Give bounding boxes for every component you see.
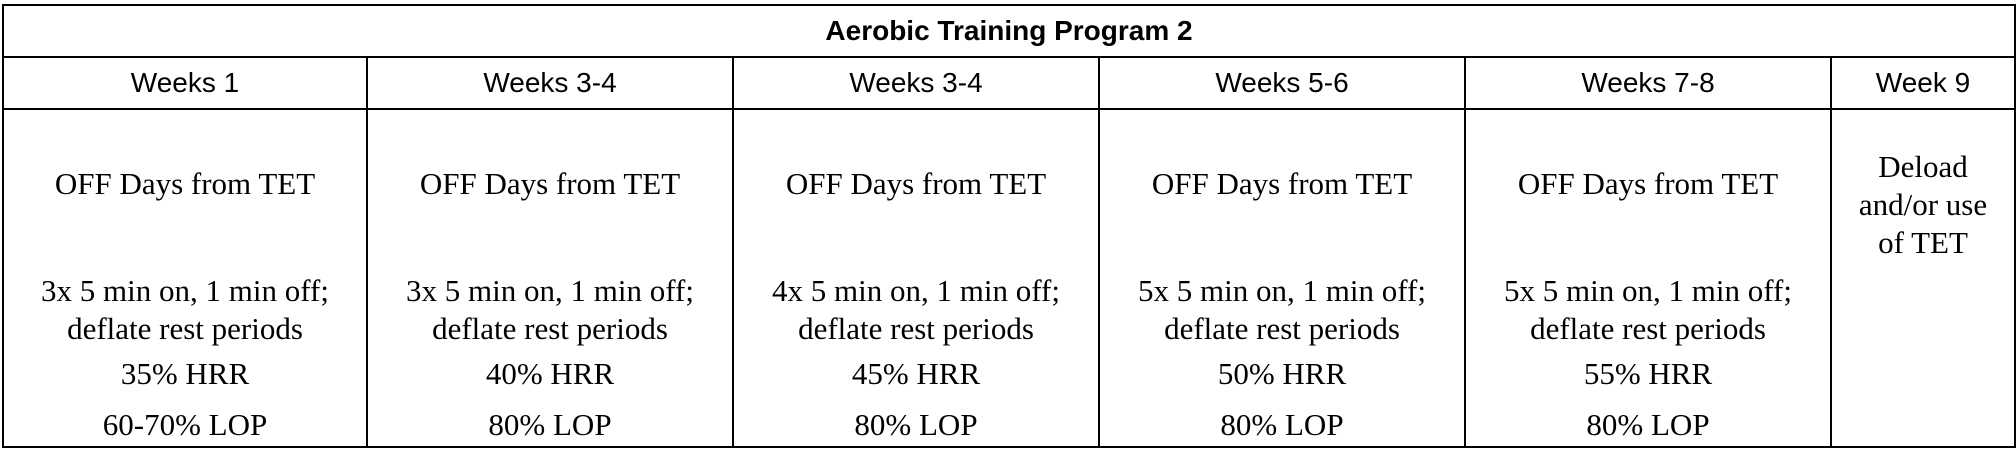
schedule-line-1: 3x 5 min on, 1 min off;: [406, 273, 694, 308]
off-days-text: OFF Days from TET: [1151, 166, 1413, 201]
hrr-text: 50% HRR: [1217, 356, 1347, 391]
week-header: Weeks 1: [2, 56, 368, 110]
title-row: Aerobic Training Program 2: [1, 4, 2016, 58]
week-header: Weeks 3-4: [366, 56, 734, 110]
off-days-text: OFF Days from TET: [54, 166, 316, 201]
week-header: Weeks 5-6: [1098, 56, 1466, 110]
schedule-text: 3x 5 min on, 1 min off; deflate rest per…: [4, 272, 366, 348]
program-cell: OFF Days from TET 3x 5 min on, 1 min off…: [2, 108, 368, 448]
schedule-line-2: deflate rest periods: [432, 311, 668, 346]
week-header: Week 9: [1829, 56, 2016, 110]
schedule-line-2: deflate rest periods: [67, 311, 303, 346]
schedule-line-1: 4x 5 min on, 1 min off;: [772, 273, 1060, 308]
off-days-text: OFF Days from TET: [419, 166, 681, 201]
week-header-row: Weeks 1 Weeks 3-4 Weeks 3-4 Weeks 5-6 We…: [2, 56, 2016, 110]
program-cell: OFF Days from TET 5x 5 min on, 1 min off…: [1464, 108, 1832, 448]
lop-text: 60-70% LOP: [102, 407, 268, 442]
schedule-text: 3x 5 min on, 1 min off; deflate rest per…: [368, 272, 732, 348]
lop-text: 80% LOP: [1586, 407, 1710, 442]
deload-line-1: Deload: [1878, 149, 1968, 184]
aerobic-program-table: Aerobic Training Program 2 Weeks 1 Weeks…: [1, 4, 2016, 448]
hrr-text: 55% HRR: [1583, 356, 1713, 391]
program-cell: OFF Days from TET 5x 5 min on, 1 min off…: [1098, 108, 1466, 448]
lop-text: 80% LOP: [1220, 407, 1344, 442]
schedule-line-2: deflate rest periods: [798, 311, 1034, 346]
deload-line-2: and/or use: [1858, 187, 1988, 222]
schedule-text: 4x 5 min on, 1 min off; deflate rest per…: [734, 272, 1098, 348]
hrr-text: 35% HRR: [120, 356, 250, 391]
hrr-text: 40% HRR: [485, 356, 615, 391]
week-header: Weeks 7-8: [1464, 56, 1832, 110]
schedule-line-1: 3x 5 min on, 1 min off;: [41, 273, 329, 308]
program-sheet: Aerobic Training Program 2 Weeks 1 Weeks…: [1, 4, 2016, 448]
program-cell: OFF Days from TET 3x 5 min on, 1 min off…: [366, 108, 734, 448]
lop-text: 80% LOP: [488, 407, 612, 442]
schedule-line-1: 5x 5 min on, 1 min off;: [1138, 273, 1426, 308]
program-details-row: OFF Days from TET 3x 5 min on, 1 min off…: [2, 108, 2016, 448]
off-days-text: OFF Days from TET: [1517, 166, 1779, 201]
deload-text: Deload and/or use of TET: [1832, 148, 2014, 262]
hrr-text: 45% HRR: [851, 356, 981, 391]
off-days-text: OFF Days from TET: [785, 166, 1047, 201]
deload-cell: Deload and/or use of TET: [1829, 108, 2016, 448]
schedule-line-2: deflate rest periods: [1164, 311, 1400, 346]
program-cell: OFF Days from TET 4x 5 min on, 1 min off…: [732, 108, 1100, 448]
schedule-text: 5x 5 min on, 1 min off; deflate rest per…: [1466, 272, 1830, 348]
schedule-text: 5x 5 min on, 1 min off; deflate rest per…: [1100, 272, 1464, 348]
lop-text: 80% LOP: [854, 407, 978, 442]
schedule-line-2: deflate rest periods: [1530, 311, 1766, 346]
week-header: Weeks 3-4: [732, 56, 1100, 110]
schedule-line-1: 5x 5 min on, 1 min off;: [1504, 273, 1792, 308]
table-title: Aerobic Training Program 2: [1, 4, 2016, 58]
deload-line-3: of TET: [1878, 225, 1968, 260]
